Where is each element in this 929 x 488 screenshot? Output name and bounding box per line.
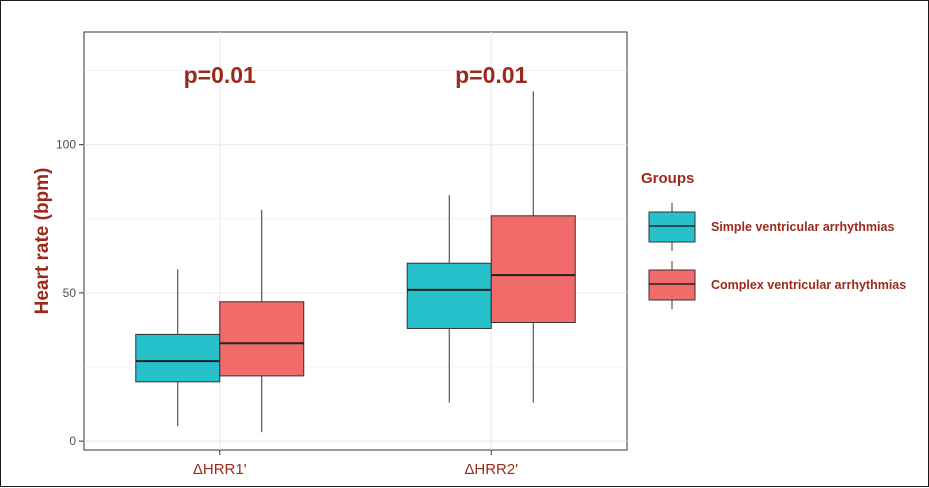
- legend-entry-label: Simple ventricular arrhythmias: [711, 220, 894, 234]
- y-tick-label: 100: [56, 138, 76, 152]
- legend-title: Groups: [641, 170, 694, 187]
- p-value-annotation: p=0.01: [455, 62, 527, 88]
- annotations: p=0.01 p=0.01: [184, 62, 528, 88]
- box: [490, 215, 576, 324]
- p-value-annotation: p=0.01: [184, 62, 256, 88]
- x-tick-label: ΔHRR1': [193, 461, 247, 478]
- legend-key-box: [648, 269, 696, 301]
- legend-key-box: [648, 211, 696, 243]
- x-tick-label: ΔHRR2': [464, 461, 518, 478]
- legend: Groups Simple ventricular arrhythmias Comp…: [641, 170, 906, 309]
- box: [135, 333, 221, 383]
- box: [406, 262, 492, 329]
- axes: 0 50 100 ΔHRR1' ΔHRR2': [56, 138, 518, 478]
- boxes: [135, 91, 576, 433]
- box: [219, 301, 305, 377]
- y-tick-label: 0: [69, 434, 76, 448]
- y-axis-label: Heart rate (bpm): [32, 168, 53, 315]
- legend-entry-label: Complex ventricular arrhythmias: [711, 278, 906, 292]
- y-tick-label: 50: [63, 286, 77, 300]
